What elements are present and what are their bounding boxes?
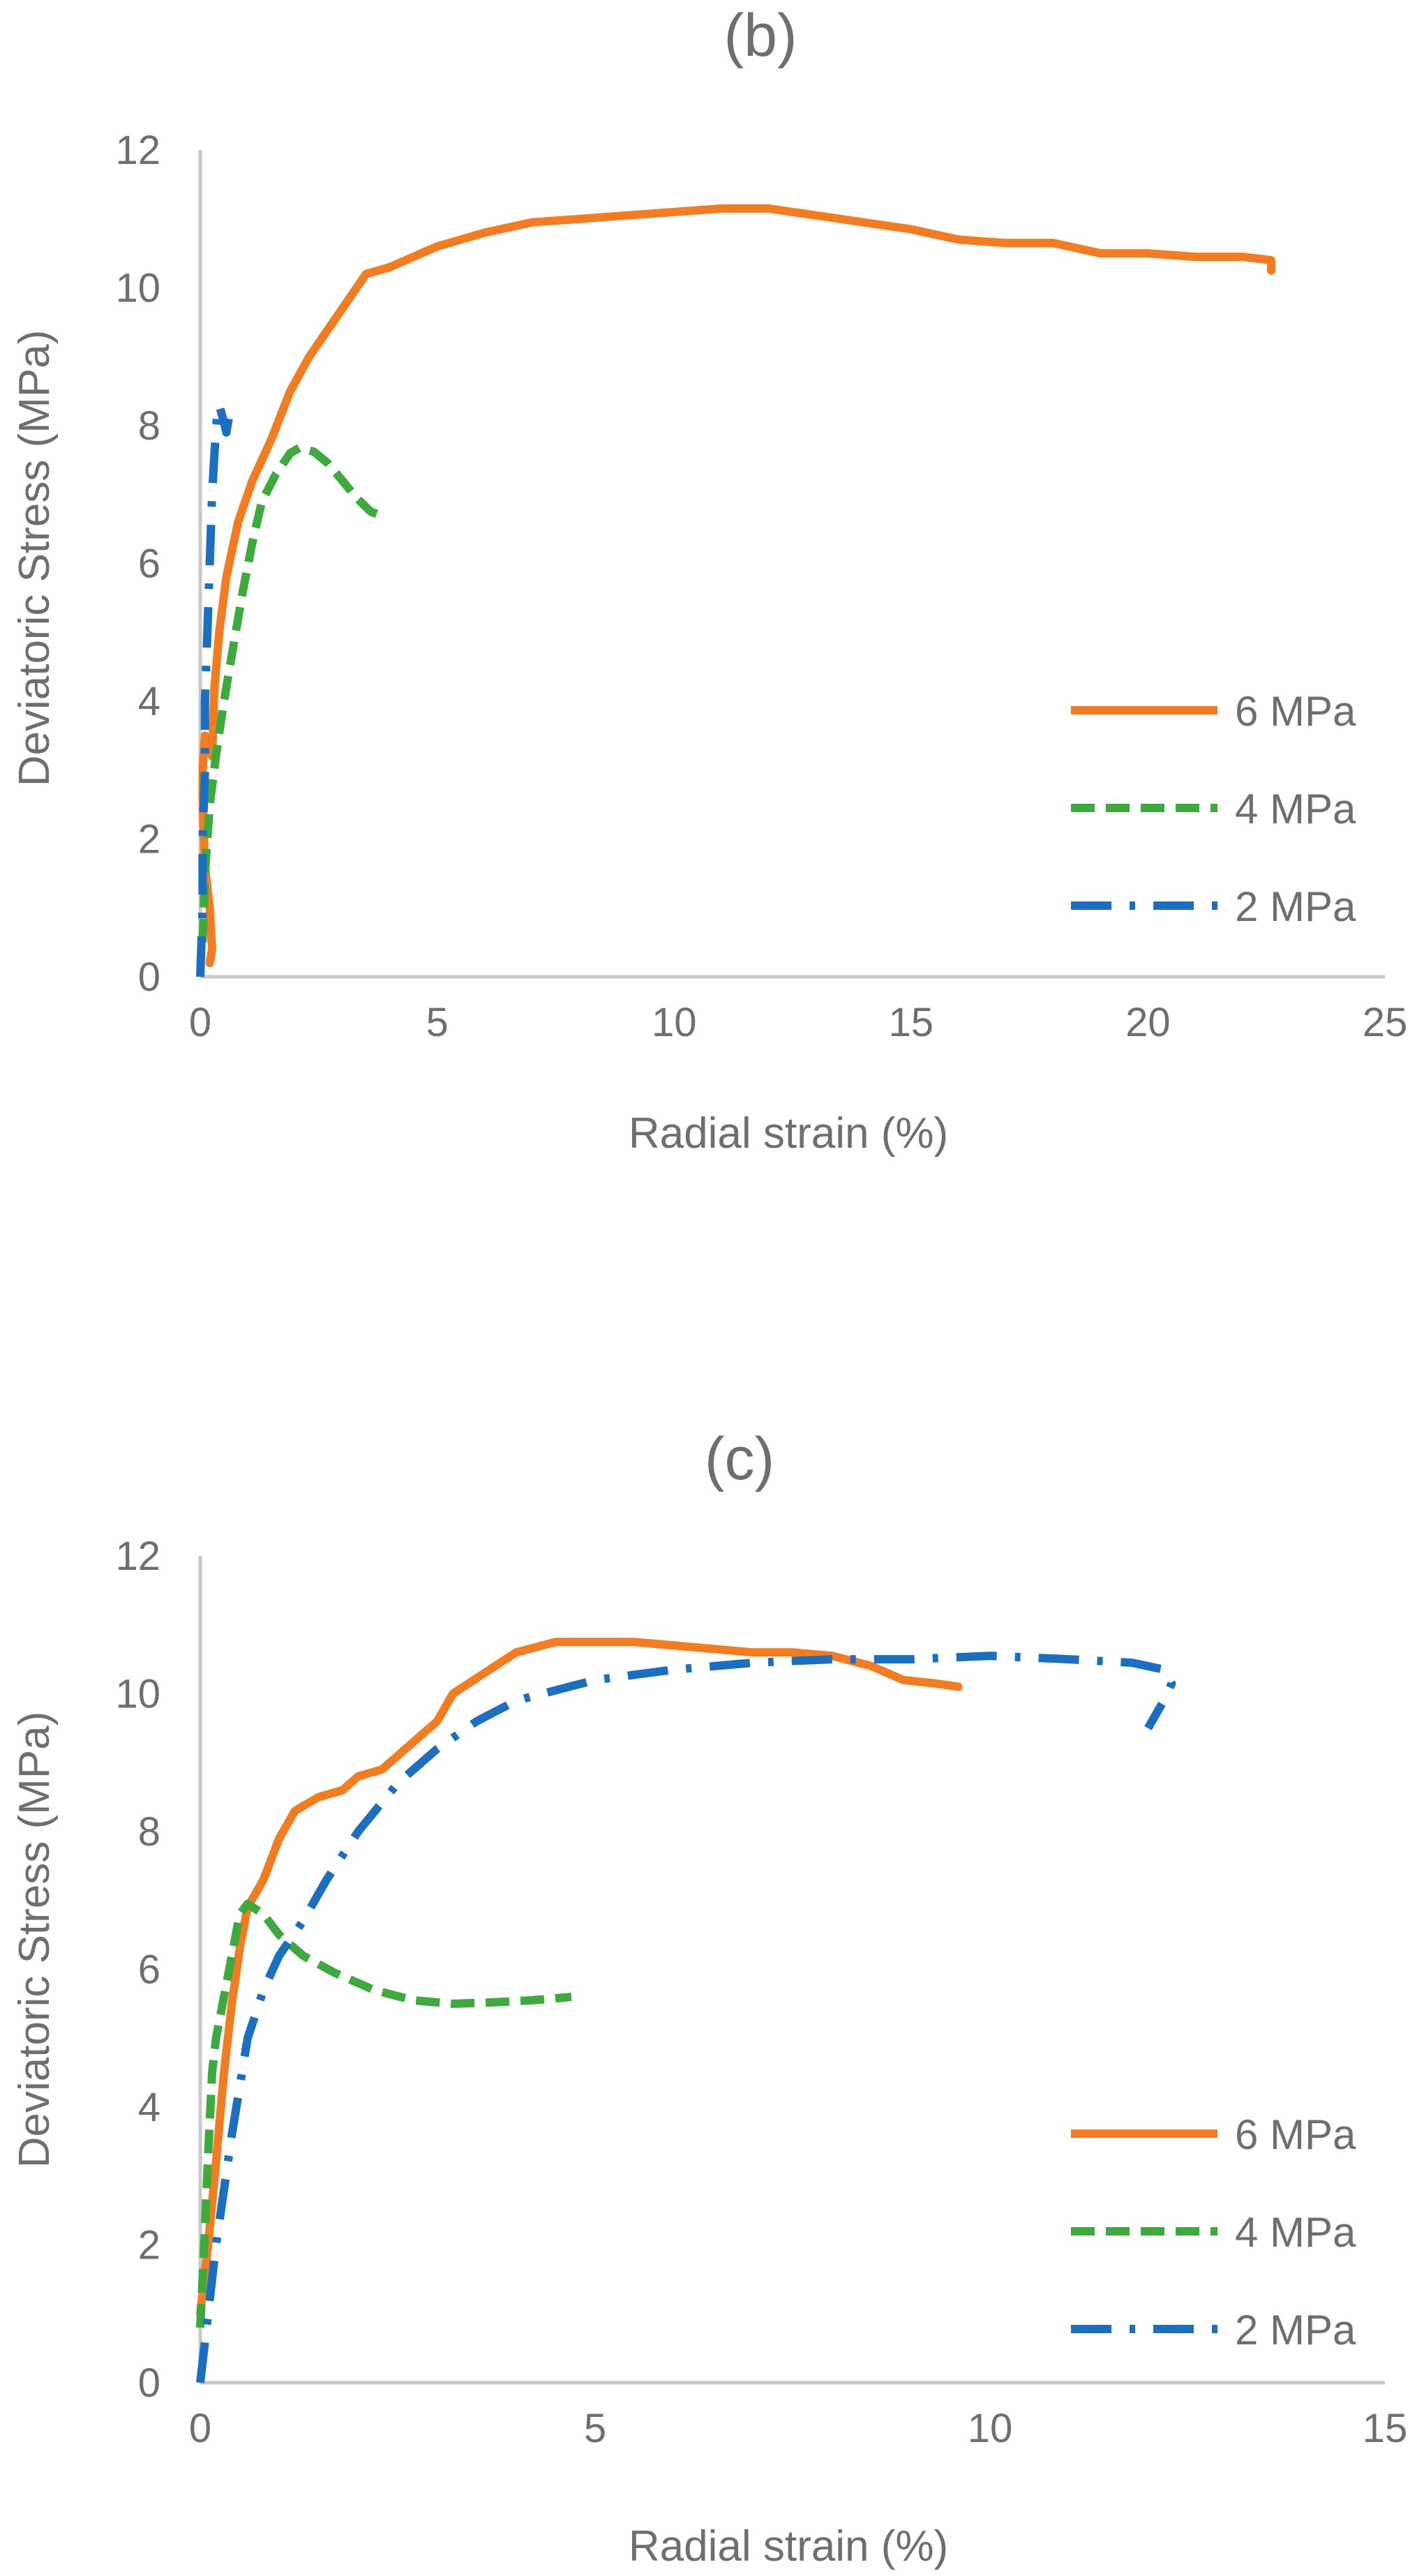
chart-c-x-tick-label: 10 — [968, 2406, 1013, 2451]
chart-b-y-tick-label: 10 — [115, 266, 160, 311]
chart-b-x-tick-label: 25 — [1363, 1000, 1408, 1045]
chart-b-series-4-mpa — [198, 443, 382, 943]
chart-b: (b) Deviatoric Stress (MPa) Radial strai… — [10, 2, 1407, 1158]
chart-b-x-axis-label: Radial strain (%) — [629, 1109, 948, 1158]
chart-b-y-tick-label: 6 — [138, 541, 160, 587]
chart-b-y-axis-label: Deviatoric Stress (MPa) — [10, 330, 59, 787]
chart-b-x-ticks: 0 5 10 15 20 25 — [189, 1000, 1407, 1045]
chart-c-x-axis-label: Radial strain (%) — [629, 2522, 948, 2570]
chart-b-series-6-mpa — [198, 204, 1275, 968]
chart-b-x-tick-label: 5 — [426, 1000, 448, 1045]
chart-b-x-tick-label: 0 — [189, 1000, 211, 1045]
chart-b-x-tick-label: 20 — [1125, 1000, 1171, 1045]
chart-c-x-tick-label: 15 — [1363, 2406, 1408, 2451]
chart-b-legend-label-4mpa: 4 MPa — [1235, 786, 1356, 832]
chart-b-y-ticks: 0 2 4 6 8 10 12 — [115, 128, 160, 1000]
chart-c-x-ticks: 0 5 10 15 — [189, 2406, 1407, 2451]
chart-c-legend-label-4mpa: 4 MPa — [1235, 2209, 1356, 2256]
chart-c: (c) Deviatoric Stress (MPa) Radial strai… — [10, 1425, 1407, 2570]
chart-b-x-tick-label: 15 — [889, 1000, 934, 1045]
chart-c-y-tick-label: 0 — [138, 2360, 160, 2406]
chart-b-series-2-mpa — [196, 400, 233, 978]
chart-c-x-tick-label: 5 — [584, 2406, 606, 2451]
chart-c-series — [196, 1638, 1176, 2383]
chart-c-y-tick-label: 12 — [115, 1534, 160, 1579]
chart-b-y-tick-label: 8 — [138, 403, 160, 449]
chart-c-y-tick-label: 8 — [138, 1809, 160, 1855]
chart-b-legend-label-6mpa: 6 MPa — [1235, 688, 1356, 735]
chart-b-legend-label-2mpa: 2 MPa — [1235, 883, 1356, 930]
chart-c-x-tick-label: 0 — [189, 2406, 211, 2451]
chart-b-y-tick-label: 4 — [138, 679, 160, 724]
chart-b-x-tick-label: 10 — [652, 1000, 697, 1045]
chart-c-legend: 6 MPa 4 MPa 2 MPa — [1071, 2111, 1356, 2353]
chart-c-series-2-mpa — [196, 1652, 1176, 2383]
chart-c-y-ticks: 0 2 4 6 8 10 12 — [115, 1534, 160, 2406]
chart-c-series-6-mpa — [196, 1638, 963, 2319]
chart-b-title: (b) — [724, 2, 797, 69]
chart-c-y-tick-label: 10 — [115, 1672, 160, 1717]
chart-c-legend-label-2mpa: 2 MPa — [1235, 2307, 1356, 2353]
chart-c-y-tick-label: 4 — [138, 2085, 160, 2130]
chart-b-y-tick-label: 0 — [138, 954, 160, 1000]
chart-c-series-4-mpa — [196, 1899, 572, 2328]
chart-b-series — [196, 204, 1275, 978]
chart-b-y-tick-label: 2 — [138, 817, 160, 862]
chart-b-y-tick-label: 12 — [115, 128, 160, 173]
chart-c-title: (c) — [705, 1425, 774, 1492]
chart-c-y-tick-label: 2 — [138, 2223, 160, 2268]
chart-c-y-axis-label: Deviatoric Stress (MPa) — [10, 1712, 59, 2169]
chart-c-y-tick-label: 6 — [138, 1947, 160, 1993]
chart-b-legend: 6 MPa 4 MPa 2 MPa — [1071, 688, 1356, 930]
chart-c-legend-label-6mpa: 6 MPa — [1235, 2111, 1356, 2158]
